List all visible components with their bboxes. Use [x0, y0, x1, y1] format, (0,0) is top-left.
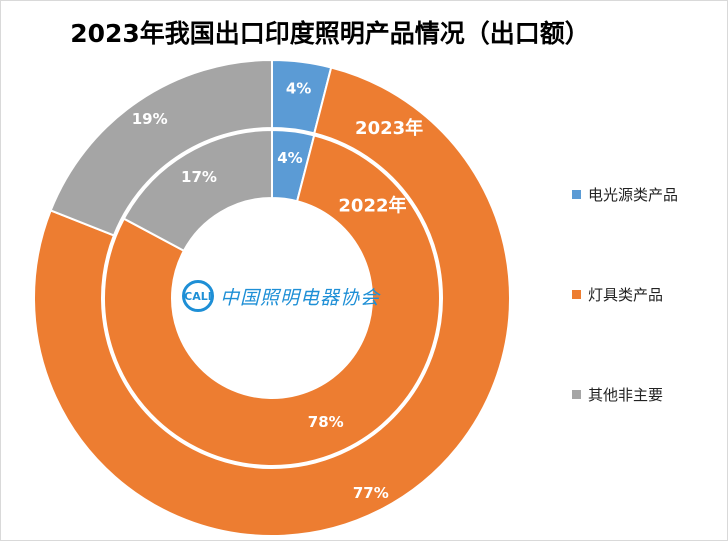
cali-logo-mark: CALI — [182, 280, 214, 312]
ring-name-inner: 2022年 — [338, 194, 406, 216]
legend-label-0: 电光源类产品 — [588, 185, 679, 204]
legend-label-2: 其他非主要 — [588, 385, 664, 404]
slice-label-inner-2: 17% — [181, 168, 217, 186]
legend-item-1: 灯具类产品 — [572, 284, 663, 304]
slice-label-inner-0: 4% — [277, 149, 302, 167]
legend-item-2: 其他非主要 — [572, 384, 663, 404]
slice-label-inner-1: 78% — [308, 413, 344, 431]
cali-logo: CALI 中国照明电器协会 — [182, 280, 380, 312]
slice-outer-2 — [49, 58, 273, 237]
legend-item-0: 电光源类产品 — [572, 184, 678, 204]
legend-swatch-0 — [572, 189, 581, 199]
slice-outer-1 — [33, 66, 511, 537]
legend-swatch-2 — [572, 389, 581, 399]
slice-label-outer-1: 77% — [353, 484, 389, 502]
cali-logo-text: 中国照明电器协会 — [220, 286, 381, 309]
slice-label-outer-2: 19% — [132, 110, 168, 128]
ring-name-outer: 2023年 — [355, 117, 423, 139]
slice-inner-1 — [103, 134, 441, 467]
legend-swatch-1 — [572, 289, 581, 299]
slice-label-outer-0: 4% — [286, 80, 311, 98]
slice-inner-2 — [122, 128, 273, 253]
chart-title: 2023年我国出口印度照明产品情况（出口额） — [70, 19, 590, 48]
legend-label-1: 灯具类产品 — [588, 285, 664, 304]
